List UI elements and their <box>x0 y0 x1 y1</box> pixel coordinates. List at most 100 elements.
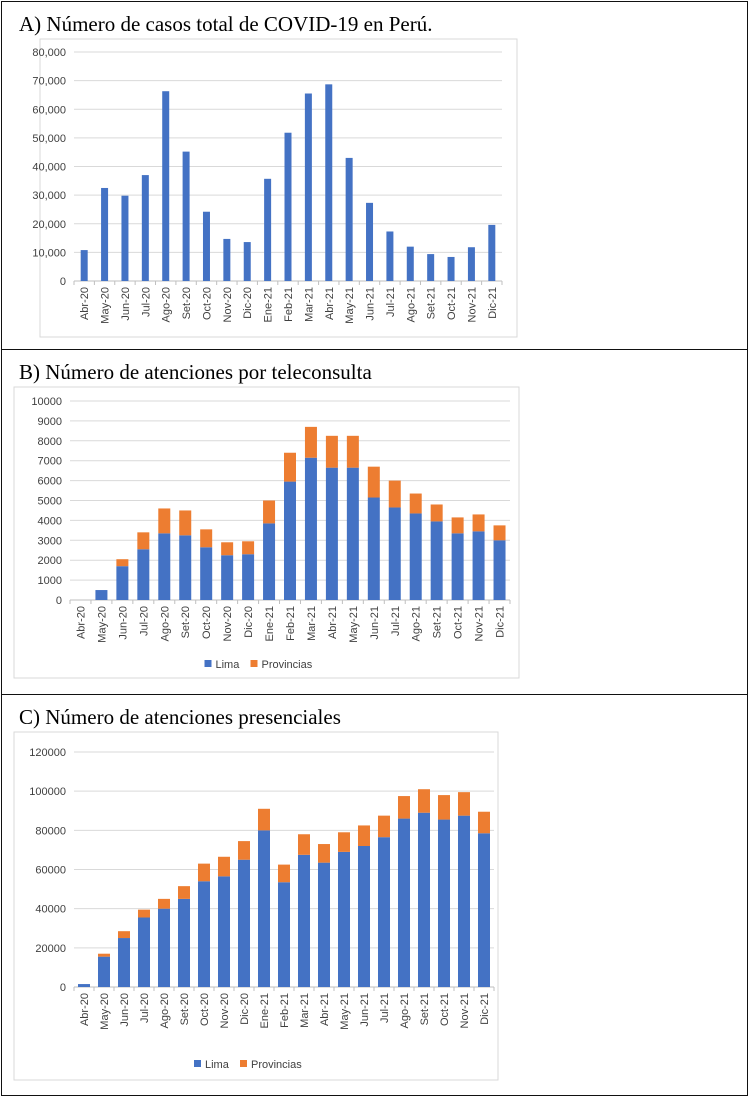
bar <box>284 132 292 281</box>
x-tick-label: Jul-21 <box>379 993 391 1023</box>
bar-lima <box>200 547 213 600</box>
bar-provincias <box>338 832 350 852</box>
x-tick-label: Jun-20 <box>120 287 132 321</box>
panel-b: B) Número de atenciones por teleconsulta… <box>1 349 748 695</box>
x-tick-label: Oct-20 <box>201 287 213 320</box>
legend-label-provincias: Provincias <box>251 1059 302 1071</box>
x-tick-label: Abr-20 <box>79 993 91 1026</box>
x-tick-label: Set-21 <box>419 993 431 1025</box>
y-tick-label: 0 <box>60 982 66 994</box>
y-tick-label: 20,000 <box>32 219 66 231</box>
bar-lima <box>388 507 401 600</box>
legend-label-lima: Lima <box>216 659 241 671</box>
x-tick-label: Jun-21 <box>359 993 371 1027</box>
y-tick-label: 100000 <box>29 786 66 798</box>
legend-swatch-provincias <box>240 1060 247 1067</box>
x-tick-label: Mar-21 <box>306 606 318 641</box>
bar-lima <box>438 819 450 987</box>
bar <box>202 211 210 281</box>
bar-lima <box>318 862 330 987</box>
bar-provincias <box>179 510 192 536</box>
x-tick-label: Nov-21 <box>474 606 486 641</box>
bar-lima <box>263 523 276 600</box>
bar <box>386 231 394 281</box>
bar-lima <box>284 481 296 600</box>
x-tick-label: Feb-21 <box>279 993 291 1028</box>
y-tick-label: 5000 <box>38 496 62 508</box>
x-tick-label: Abr-21 <box>327 606 339 639</box>
x-tick-label: Dic-20 <box>242 287 254 319</box>
x-tick-label: Abr-20 <box>75 606 87 639</box>
y-tick-label: 120000 <box>29 747 66 759</box>
y-tick-label: 40000 <box>35 904 66 916</box>
x-tick-label: Ago-20 <box>159 993 171 1028</box>
bar <box>325 84 333 281</box>
x-tick-label: Oct-21 <box>453 606 465 639</box>
bar-lima <box>298 854 310 987</box>
bar-lima <box>458 815 470 987</box>
x-tick-label: Jul-20 <box>138 606 150 636</box>
y-tick-label: 70,000 <box>32 76 66 88</box>
bar-provincias <box>158 898 170 909</box>
x-tick-label: May-20 <box>96 606 108 643</box>
bar-provincias <box>298 834 310 855</box>
bar-provincias <box>304 426 317 458</box>
bar-lima <box>118 938 130 987</box>
x-tick-label: Dic-21 <box>495 606 507 638</box>
x-tick-label: Jun-21 <box>369 606 381 640</box>
x-tick-label: Ene-21 <box>263 287 275 322</box>
legend-swatch-lima <box>194 1060 201 1067</box>
y-tick-label: 8000 <box>38 436 62 448</box>
y-tick-label: 0 <box>56 595 62 607</box>
bar-provincias <box>388 480 401 508</box>
x-tick-label: Ago-21 <box>405 287 417 322</box>
y-tick-label: 40,000 <box>32 162 66 174</box>
y-tick-label: 80,000 <box>32 47 66 59</box>
x-tick-label: Nov-21 <box>466 287 478 322</box>
bar <box>223 238 231 281</box>
legend-swatch-lima <box>204 660 212 667</box>
bar-lima <box>179 535 192 600</box>
bar-lima <box>198 881 210 987</box>
x-tick-label: Set-21 <box>426 287 438 319</box>
x-tick-label: Ago-20 <box>161 287 173 322</box>
x-tick-label: Ago-21 <box>399 993 411 1028</box>
x-tick-label: May-20 <box>100 287 112 324</box>
y-tick-label: 20000 <box>35 943 66 955</box>
legend-label-lima: Lima <box>205 1059 230 1071</box>
x-tick-label: May-21 <box>344 287 356 324</box>
bar-lima <box>472 531 485 600</box>
legend-swatch-provincias <box>250 660 258 667</box>
bar <box>162 91 170 281</box>
chart-b: 0 1000 2000 3000 4000 5000 6000 7000 8000 9000 100… <box>13 386 520 679</box>
bar <box>264 178 272 281</box>
bar <box>406 246 414 281</box>
bar-lima <box>378 837 390 987</box>
x-tick-label: Set-20 <box>180 606 192 638</box>
bar-lima <box>221 555 234 600</box>
x-tick-label: May-21 <box>339 993 351 1030</box>
bar <box>101 187 109 281</box>
bar <box>345 157 353 281</box>
bar <box>243 242 251 281</box>
bar-provincias <box>418 789 430 813</box>
bar-lima <box>158 908 170 987</box>
bar-provincias <box>138 909 150 918</box>
bar-lima <box>158 533 171 600</box>
x-tick-label: Jul-21 <box>390 606 402 636</box>
bar-lima <box>137 549 150 600</box>
x-tick-label: Oct-20 <box>199 993 211 1026</box>
x-tick-label: Dic-21 <box>479 993 491 1025</box>
x-tick-label: Set-20 <box>181 287 193 319</box>
bar-provincias <box>218 856 230 877</box>
x-tick-label: Jul-21 <box>385 287 397 317</box>
y-tick-label: 0 <box>60 276 66 288</box>
y-tick-label: 10000 <box>31 396 62 408</box>
bar-provincias <box>318 844 330 863</box>
bar-lima <box>493 540 506 600</box>
bar-provincias <box>284 452 296 482</box>
bar-provincias <box>198 863 210 882</box>
bar-provincias <box>263 500 276 524</box>
x-tick-label: Dic-21 <box>487 287 499 319</box>
x-tick-label: Mar-21 <box>299 993 311 1028</box>
